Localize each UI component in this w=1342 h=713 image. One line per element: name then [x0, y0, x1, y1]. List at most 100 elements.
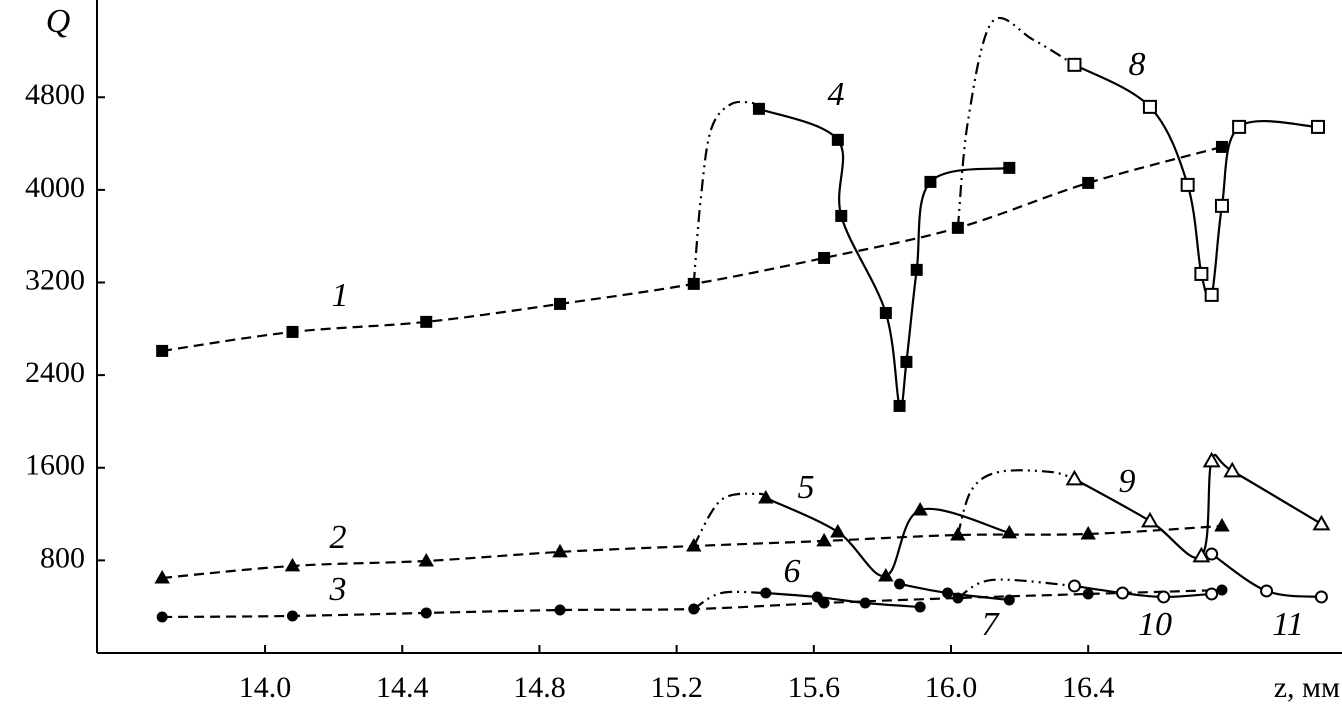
marker [1204, 287, 1219, 302]
marker [156, 344, 169, 357]
marker [914, 601, 926, 613]
x-tick-label: 14.0 [239, 671, 292, 704]
marker [924, 175, 937, 188]
series-line [956, 469, 1075, 536]
marker [1115, 586, 1129, 600]
marker [1001, 524, 1018, 539]
series-label: 11 [1272, 606, 1303, 643]
marker [1314, 590, 1328, 604]
x-tick-label: 15.6 [788, 671, 841, 704]
series-line [758, 107, 1010, 409]
marker [1232, 119, 1247, 134]
series-line [1073, 453, 1322, 559]
marker [1214, 198, 1229, 213]
marker [154, 569, 170, 584]
marker [760, 587, 772, 599]
x-axis-label: z, мм [1274, 671, 1340, 704]
marker [900, 355, 913, 368]
y-tick-label: 1600 [25, 449, 85, 482]
marker [831, 133, 844, 146]
series-line [957, 578, 1075, 599]
marker [1003, 594, 1015, 606]
marker [1065, 469, 1084, 486]
marker [1082, 588, 1094, 600]
series-line [956, 16, 1076, 228]
y-tick-label: 2400 [25, 356, 85, 389]
marker [1180, 177, 1195, 192]
marker [1142, 99, 1157, 114]
marker [156, 611, 168, 623]
series-line [692, 492, 767, 547]
series-label: 2 [330, 519, 347, 556]
marker [284, 557, 301, 572]
marker [554, 604, 566, 616]
marker [816, 532, 832, 547]
marker [1157, 590, 1171, 604]
marker [912, 501, 928, 516]
marker [552, 543, 568, 558]
series-label: 6 [784, 553, 801, 590]
series-line [692, 100, 760, 284]
marker [418, 552, 434, 567]
series-line [1073, 63, 1319, 301]
marker [878, 567, 894, 582]
marker [1260, 584, 1274, 598]
series-line [1074, 584, 1212, 599]
marker [910, 263, 923, 276]
y-tick-label: 800 [40, 541, 85, 574]
series-label: 3 [329, 571, 347, 608]
y-axis-label: Q [46, 3, 71, 40]
series-label: 5 [798, 469, 815, 506]
marker [1312, 514, 1331, 531]
marker [758, 489, 774, 504]
series-label: 10 [1138, 606, 1172, 643]
marker [286, 610, 298, 622]
x-tick-label: 14.8 [513, 671, 566, 704]
x-tick-label: 14.4 [376, 671, 429, 704]
marker [859, 597, 871, 609]
series-label: 7 [982, 606, 1001, 643]
series-label: 8 [1129, 46, 1146, 83]
y-tick-label: 4800 [25, 78, 85, 111]
series-label: 9 [1119, 463, 1136, 500]
marker [942, 587, 954, 599]
marker [818, 251, 831, 264]
series-line [162, 524, 1223, 580]
marker [893, 399, 906, 412]
marker [1080, 525, 1096, 540]
y-tick-label: 3200 [25, 263, 85, 296]
marker [1192, 546, 1211, 563]
series-line [162, 145, 1223, 353]
marker [1067, 57, 1082, 72]
marker [1223, 461, 1242, 478]
marker [1067, 579, 1081, 593]
marker [420, 315, 433, 328]
marker [1141, 511, 1159, 528]
marker [1214, 517, 1230, 532]
marker [1205, 547, 1219, 561]
series-line [765, 591, 921, 609]
marker [1205, 587, 1219, 601]
marker [752, 102, 765, 115]
y-tick-label: 4000 [25, 171, 85, 204]
marker [830, 523, 846, 538]
marker [1310, 119, 1325, 134]
marker [286, 325, 299, 338]
series-line [693, 590, 766, 610]
series-label: 1 [332, 277, 349, 314]
marker [879, 306, 892, 319]
marker [894, 578, 906, 590]
marker [1082, 176, 1095, 189]
marker [1215, 140, 1228, 153]
series-label: 4 [828, 76, 845, 113]
marker [420, 607, 432, 619]
marker [835, 209, 848, 222]
marker [1194, 266, 1209, 281]
marker [1003, 161, 1016, 174]
x-tick-label: 16.0 [925, 671, 978, 704]
marker [554, 297, 567, 310]
x-tick-label: 16.4 [1062, 671, 1115, 704]
marker [811, 591, 823, 603]
marker [1216, 584, 1228, 596]
